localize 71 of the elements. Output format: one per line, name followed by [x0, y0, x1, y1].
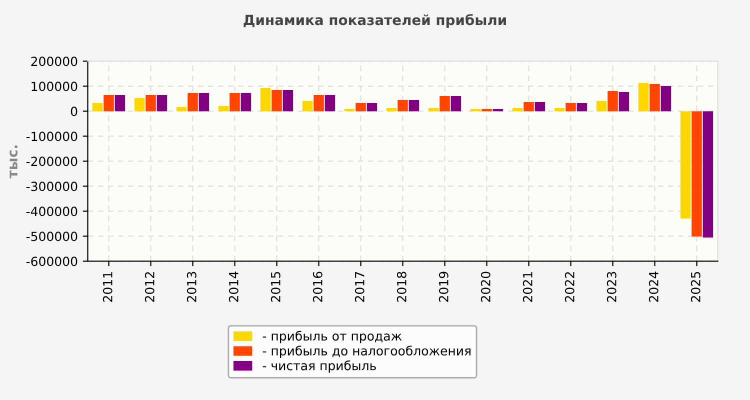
y-tick-label: -100000 — [26, 132, 78, 142]
bar — [428, 108, 439, 112]
x-tick-label: 2012 — [144, 272, 154, 302]
bar — [566, 102, 576, 112]
x-tick-label: 2021 — [522, 272, 532, 302]
bar — [92, 102, 103, 112]
bar — [608, 90, 618, 112]
bar — [638, 82, 649, 112]
x-tick-label: 2025 — [690, 272, 700, 302]
y-tick-label: -200000 — [26, 156, 78, 166]
x-tick-label: 2020 — [480, 272, 490, 302]
y-tick-label: -500000 — [26, 232, 78, 242]
y-axis-title: тыс. — [10, 146, 18, 178]
x-tick-label: 2024 — [648, 272, 658, 302]
chart-title: Динамика показателей прибыли — [244, 14, 506, 28]
bar — [114, 94, 126, 112]
bar — [104, 94, 114, 112]
bar — [596, 100, 607, 112]
bar — [680, 111, 691, 218]
bar — [576, 102, 588, 112]
y-tick-label: -300000 — [26, 182, 78, 192]
bar — [366, 102, 378, 112]
y-tick-label: -400000 — [26, 206, 78, 216]
bar — [282, 90, 294, 112]
bar — [450, 96, 462, 112]
x-tick-label: 2013 — [186, 272, 196, 302]
bar — [660, 86, 672, 112]
bar — [554, 108, 565, 112]
bar — [440, 96, 450, 112]
bar — [692, 111, 702, 236]
x-tick-label: 2018 — [396, 272, 406, 302]
bar — [512, 108, 523, 112]
bar — [618, 92, 630, 112]
bar — [176, 106, 187, 112]
bar — [356, 102, 366, 112]
x-tick-label: 2022 — [564, 272, 574, 302]
bar — [260, 88, 271, 112]
x-tick-label: 2016 — [312, 272, 322, 302]
legend-label: - чистая прибыль — [262, 360, 376, 373]
bar — [386, 108, 397, 112]
bar — [398, 100, 408, 112]
bar — [324, 94, 336, 112]
bar — [408, 100, 420, 112]
bar — [272, 90, 282, 112]
legend-label: - прибыль до налогообложения — [262, 346, 470, 358]
legend-label: - прибыль от продаж — [262, 330, 402, 344]
bar — [230, 92, 240, 112]
bar — [702, 111, 714, 238]
x-tick-label: 2014 — [228, 272, 238, 302]
bar — [146, 94, 156, 112]
y-tick-label: -600000 — [26, 256, 78, 266]
bar — [524, 102, 534, 112]
x-tick-label: 2017 — [354, 272, 364, 302]
y-tick-label: 100000 — [32, 82, 78, 92]
bar — [156, 94, 168, 112]
bar — [534, 102, 546, 112]
x-tick-label: 2019 — [438, 272, 448, 302]
bar — [650, 84, 660, 112]
bar — [240, 92, 252, 112]
bar — [198, 92, 210, 112]
bar — [314, 94, 324, 112]
bar — [482, 108, 492, 112]
bar — [302, 100, 313, 112]
bar — [188, 92, 198, 112]
bar — [134, 98, 145, 112]
y-tick-label: 200000 — [31, 56, 78, 66]
x-tick-label: 2023 — [606, 272, 616, 302]
bar — [218, 106, 229, 112]
x-tick-label: 2015 — [270, 272, 280, 302]
y-tick-label: 0 — [70, 106, 78, 116]
x-tick-label: 2011 — [102, 272, 112, 302]
